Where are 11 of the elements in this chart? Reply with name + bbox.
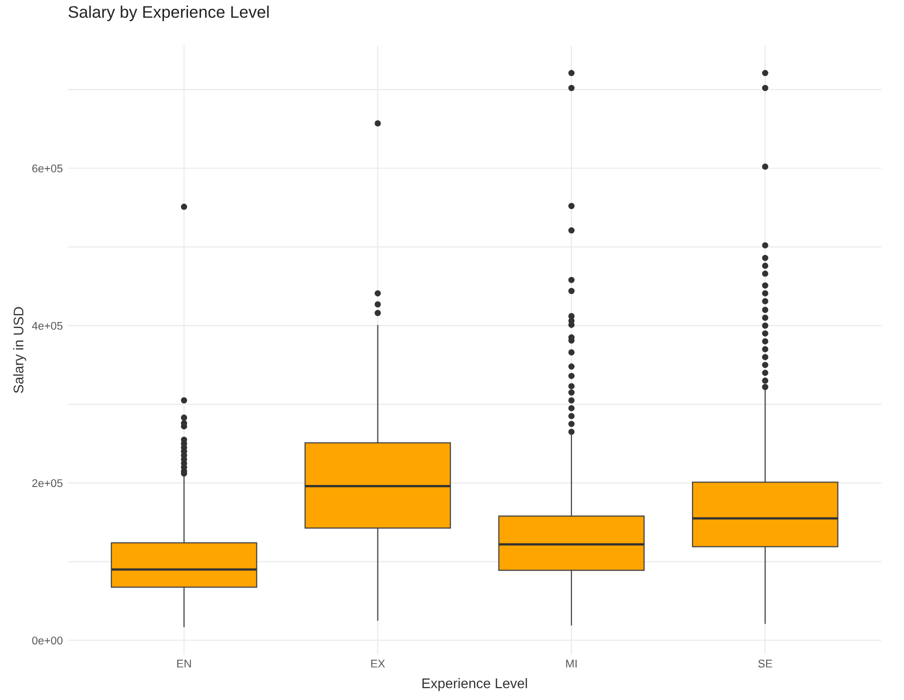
y-tick-label: 0e+00 — [32, 636, 63, 644]
x-tick-label: EN — [177, 660, 191, 668]
y-tick-label: 2e+05 — [32, 479, 62, 488]
y-tick-label: 6e+05 — [32, 164, 62, 172]
x-tick-label: SE — [758, 660, 772, 668]
y-tick-label: 4e+05 — [32, 322, 62, 330]
x-axis-title: Experience Level — [422, 678, 527, 691]
y-axis-title: Salary in USD — [13, 307, 26, 393]
chart-title: Salary by Experience Level — [68, 6, 269, 22]
x-tick-label: EX — [371, 660, 385, 668]
x-tick-label: MI — [566, 660, 577, 668]
